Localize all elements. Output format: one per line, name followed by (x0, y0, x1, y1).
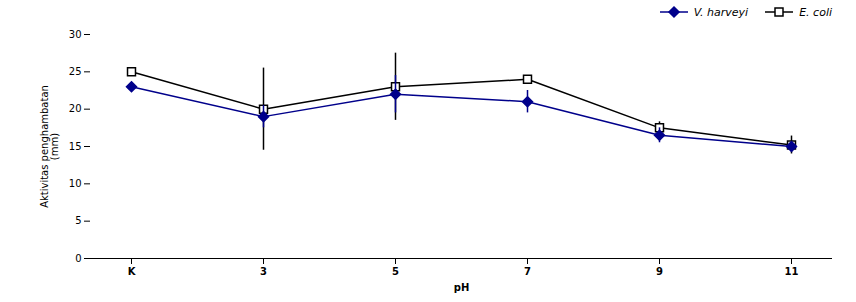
svg-text:11: 11 (785, 266, 799, 277)
html-text:V. harveyi: V. harveyi (693, 5, 749, 19)
svg-text:15: 15 (69, 141, 82, 152)
svg-text:5: 5 (392, 266, 399, 277)
svg-text:Aktivitas penghambatan(mm): Aktivitas penghambatan(mm) (39, 85, 60, 208)
svg-text:pH: pH (454, 282, 470, 293)
svg-text:7: 7 (524, 266, 531, 277)
svg-text:K: K (128, 266, 137, 277)
svg-text:9: 9 (656, 266, 663, 277)
html-text:E. coli: E. coli (799, 5, 832, 19)
svg-text:30: 30 (69, 29, 82, 40)
svg-text:3: 3 (260, 266, 267, 277)
svg-text:0: 0 (75, 253, 81, 264)
svg-text:5: 5 (75, 215, 81, 226)
svg-text:20: 20 (69, 103, 82, 114)
svg-text:10: 10 (69, 178, 82, 189)
svg-text:25: 25 (69, 66, 82, 77)
